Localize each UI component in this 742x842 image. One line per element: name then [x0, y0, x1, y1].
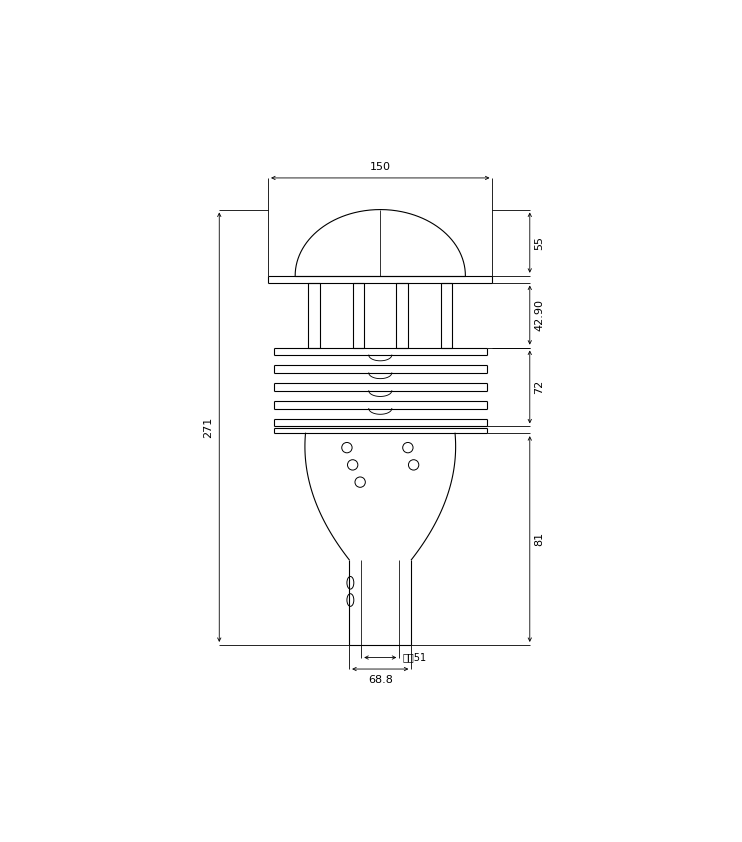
Text: 55: 55	[534, 236, 545, 249]
Text: 150: 150	[370, 163, 391, 172]
Text: 81: 81	[534, 532, 545, 546]
Text: 72: 72	[534, 380, 545, 394]
Text: 42.90: 42.90	[534, 299, 545, 331]
Text: 68.8: 68.8	[368, 674, 393, 685]
Text: 271: 271	[203, 417, 214, 438]
Text: 内径51: 内径51	[402, 653, 426, 663]
